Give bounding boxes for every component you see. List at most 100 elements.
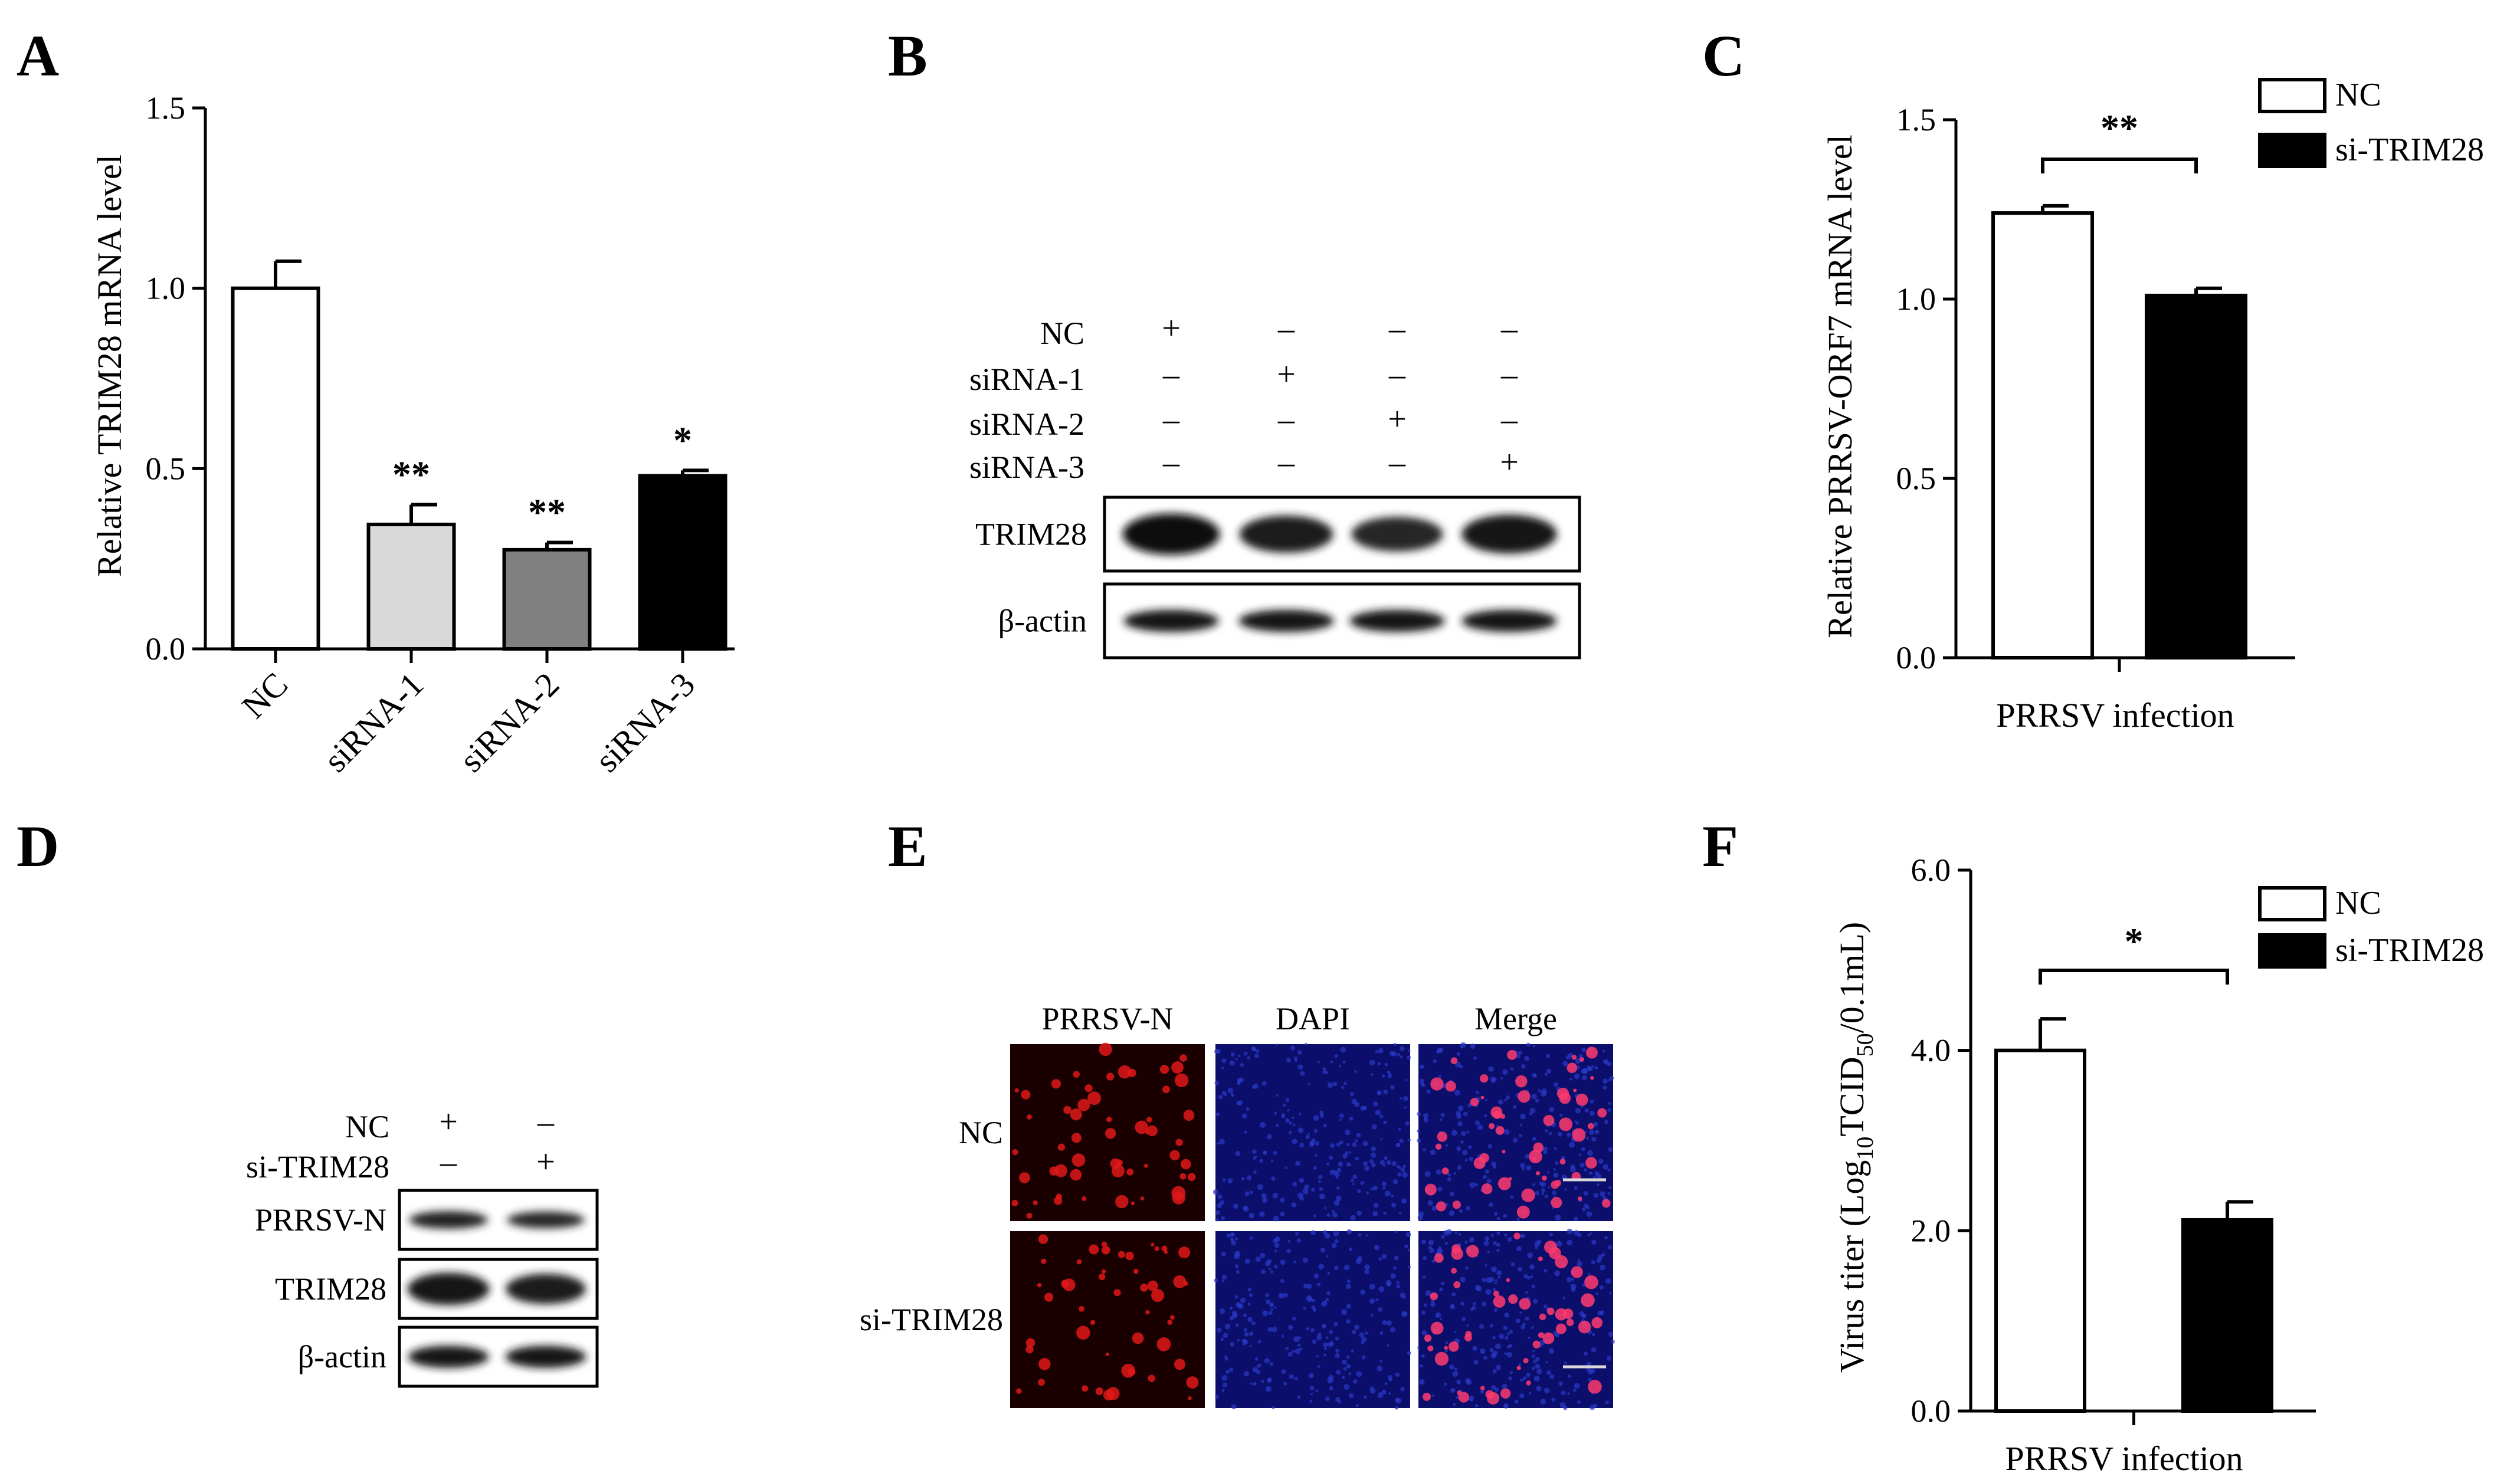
panel-e-nucleus-dot [1246,1107,1250,1111]
panel-e-signal-dot [1549,1246,1561,1259]
panel-e-nucleus-dot [1589,1110,1595,1116]
panel-e-nucleus-dot [1308,1373,1314,1379]
panel-a-y-tick-label: 0.5 [146,451,186,486]
panel-e-nucleus-dot [1607,1168,1611,1172]
panel-e-nucleus-dot [1450,1387,1456,1393]
panel-e-nucleus-dot [1588,1377,1592,1382]
panel-e-nucleus-dot [1274,1249,1277,1252]
panel-e-nucleus-dot [1363,1395,1367,1399]
panel-e-nucleus-dot [1297,1395,1301,1399]
panel-e-nucleus-dot [1354,1324,1359,1330]
panel-e-nucleus-dot [1227,1087,1234,1094]
panel-e-signal-dot [1095,1387,1103,1395]
panel-e-nucleus-dot [1236,1301,1242,1308]
panel-e-nucleus-dot [1230,1237,1234,1241]
panel-e-nucleus-dot [1516,1246,1522,1251]
panel-e-nucleus-dot [1589,1404,1595,1410]
panel-e-nucleus-dot [1407,1351,1411,1356]
panel-d-condition-labels: NC + – si-TRIM28 – + [246,1104,555,1185]
panel-e-nucleus-dot [1240,1062,1244,1067]
panel-e-nucleus-dot [1377,1090,1382,1095]
panel-e-nucleus-dot [1328,1374,1334,1380]
panel-e-nucleus-dot [1518,1134,1522,1137]
panel-e-nucleus-dot [1474,1403,1479,1407]
panel-e-signal-dot [1037,1282,1042,1288]
panel-e-nucleus-dot [1529,1112,1532,1115]
panel-e-nucleus-dot [1567,1392,1570,1395]
panel-e-nucleus-dot [1424,1171,1431,1177]
panel-e-nucleus-dot [1348,1247,1353,1251]
panel-e-nucleus-dot [1525,1154,1530,1159]
panel-e-signal-dot [1041,1258,1047,1264]
panel-e-nucleus-dot [1257,1340,1261,1344]
panel-b-blot-band [1238,609,1334,632]
panel-e-nucleus-dot [1271,1176,1276,1181]
panel-e-signal-dot [1178,1246,1191,1259]
panel-e-nucleus-dot [1567,1228,1573,1235]
panel-a-x-tick-label: siRNA-1 [316,665,431,779]
panel-e-signal-dot [1056,1193,1062,1200]
panel-a-letter: A [17,23,59,88]
panel-e-nucleus-dot [1302,1188,1309,1195]
panel-e-signal-dot [1562,1308,1574,1319]
panel-e-signal-dot [1174,1073,1189,1088]
panel-e-nucleus-dot [1297,1050,1302,1055]
panel-b-blot-label: TRIM28 [975,517,1087,552]
panel-e-nucleus-dot [1463,1111,1468,1117]
panel-e-nucleus-dot [1545,1195,1549,1199]
panel-e-nucleus-dot [1284,1166,1288,1169]
panel-e-nucleus-dot [1527,1252,1533,1259]
panel-e-nucleus-dot [1319,1193,1325,1199]
panel-e-nucleus-dot [1577,1232,1582,1238]
panel-e-nucleus-dot [1573,1216,1578,1222]
panel-e-nucleus-dot [1317,1282,1321,1287]
panel-e-nucleus-dot [1454,1367,1458,1371]
panel-e-nucleus-dot [1554,1147,1557,1150]
panel-e-nucleus-dot [1259,1211,1265,1217]
panel-b-sign: – [1162,444,1180,481]
panel-e-nucleus-dot [1460,1140,1464,1144]
panel-e-nucleus-dot [1399,1097,1402,1100]
panel-e-signal-dot [1156,1337,1171,1351]
panel-e-nucleus-dot [1431,1205,1437,1211]
panel-e-nucleus-dot [1254,1156,1257,1159]
panel-e-nucleus-dot [1360,1290,1366,1295]
panel-e-nucleus-dot [1333,1231,1339,1237]
panel-e-signal-dot [1162,1085,1170,1094]
panel-e-nucleus-dot [1398,1128,1401,1131]
panel-e-nucleus-dot [1586,1136,1590,1140]
panel-e-nucleus-dot [1523,1376,1527,1380]
panel-e-nucleus-dot [1593,1176,1596,1179]
panel-e-nucleus-dot [1429,1248,1434,1254]
panel-e-nucleus-dot [1488,1202,1493,1208]
panel-e-nucleus-dot [1544,1072,1548,1076]
panel-e-nucleus-dot [1461,1131,1466,1136]
panel-e-signal-dot [1584,1275,1598,1290]
panel-a-y-tick-label: 0.0 [146,631,186,667]
panel-e-nucleus-dot [1342,1359,1347,1365]
panel-e-nucleus-dot [1600,1191,1605,1197]
panel-e-nucleus-dot [1487,1144,1492,1149]
panel-e-nucleus-dot [1375,1050,1379,1054]
panel-b-sign: – [1388,310,1406,347]
panel-d-letter: D [17,813,59,879]
panel-e-nucleus-dot [1395,1143,1401,1148]
panel-e-signal-dot [1019,1172,1030,1183]
panel-e-signal-dot [1587,1123,1594,1130]
panel-e-nucleus-dot [1339,1118,1342,1121]
panel-e-nucleus-dot [1590,1172,1593,1175]
panel-e-nucleus-dot [1305,1135,1310,1140]
panel-e-nucleus-dot [1379,1360,1382,1363]
panel-e-signal-dot [1130,1201,1135,1206]
panel-e-nucleus-dot [1476,1286,1482,1292]
panel-b-sign: + [1162,310,1181,347]
panel-e-nucleus-dot [1296,1238,1301,1243]
panel-e-nucleus-dot [1243,1206,1249,1212]
panel-e-nucleus-dot [1221,1058,1227,1063]
panel-e-nucleus-dot [1404,1244,1408,1249]
panel-e-nucleus-dot [1354,1101,1360,1107]
panel-e-nucleus-dot [1244,1258,1250,1264]
panel-e-nucleus-dot [1472,1346,1477,1351]
panel-e-nucleus-dot [1309,1399,1313,1403]
panel-e-signal-dot [1515,1075,1528,1088]
